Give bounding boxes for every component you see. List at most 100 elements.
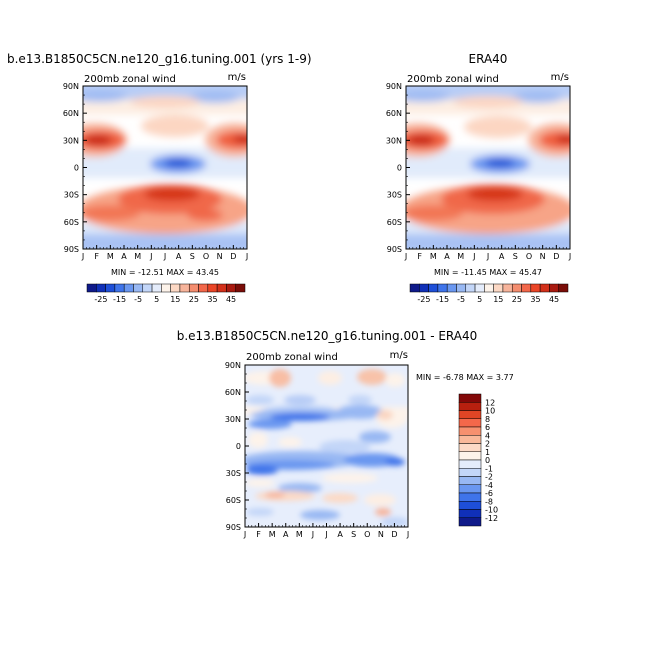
y-tick-label: 30S [64, 191, 79, 200]
colorbar-label: -15 [113, 295, 126, 304]
colorbar-swatch [96, 283, 106, 293]
x-tick-label: J [486, 252, 489, 261]
panel-diff-units: m/s [390, 350, 408, 361]
panel-diff-stats: MIN = -6.78 MAX = 3.77 [416, 373, 514, 382]
x-tick-label: J [324, 530, 327, 539]
colorbar-label: 45 [549, 295, 559, 304]
y-tick-label: 60S [64, 218, 79, 227]
panel-diff-subtitle: 200mb zonal wind [246, 352, 338, 363]
colorbar-swatch [446, 283, 457, 293]
y-tick-label: 0 [74, 164, 79, 173]
x-tick-label: D [391, 530, 397, 539]
y-tick-label: 90N [386, 82, 402, 91]
colorbar-swatch [458, 517, 482, 527]
colorbar-swatch [105, 283, 116, 293]
y-tick-label: 30S [387, 191, 402, 200]
colorbar-swatch [458, 468, 482, 477]
panel-era40-title: ERA40 [469, 52, 508, 66]
x-tick-label: N [540, 252, 546, 261]
colorbar-swatch [86, 283, 97, 293]
panel-model-subtitle: 200mb zonal wind [84, 74, 176, 85]
x-tick-label: J [149, 252, 152, 261]
x-tick-label: F [256, 530, 261, 539]
panel-model-stats: MIN = -12.51 MAX = 43.45 [111, 268, 219, 277]
colorbar-label: -1 [485, 464, 493, 473]
colorbar-swatch [188, 283, 199, 293]
colorbar-swatch [142, 283, 153, 293]
y-tick-label: 30N [63, 136, 79, 145]
x-tick-label: A [337, 530, 343, 539]
panel-era40-stats: MIN = -11.45 MAX = 45.47 [434, 268, 542, 277]
colorbar-label: -12 [485, 514, 498, 523]
x-tick-label: D [230, 252, 236, 261]
colorbar-label: -8 [485, 497, 493, 506]
x-tick-label: A [176, 252, 182, 261]
colorbar-label: -15 [436, 295, 449, 304]
colorbar-label: 4 [485, 431, 490, 440]
panel-era40-field [406, 86, 570, 249]
colorbar-swatch [437, 283, 448, 293]
x-tick-label: J [311, 530, 314, 539]
colorbar-label: -2 [485, 473, 493, 482]
colorbar-label: -5 [457, 295, 465, 304]
y-tick-label: 90N [63, 82, 79, 91]
x-tick-label: M [134, 252, 141, 261]
colorbar-swatch [539, 283, 550, 293]
colorbar-swatch [530, 283, 541, 293]
y-tick-label: 60S [226, 496, 241, 505]
colorbar-label: 25 [512, 295, 522, 304]
colorbar-swatch [458, 492, 482, 502]
x-tick-label: O [203, 252, 209, 261]
colorbar-swatch [458, 418, 482, 428]
x-tick-label: O [526, 252, 532, 261]
colorbar-swatch [419, 283, 429, 293]
colorbar-swatch [558, 283, 569, 293]
colorbar-swatch [458, 443, 482, 452]
panel-era40: ERA40 200mb zonal wind m/s [386, 52, 571, 277]
y-tick-label: 90S [64, 245, 79, 254]
colorbar-swatch [511, 283, 522, 293]
x-tick-label: M [107, 252, 114, 261]
colorbar-swatch [458, 501, 482, 510]
x-tick-label: J [406, 530, 409, 539]
colorbar-label: 0 [485, 456, 490, 465]
colorbar-era40: -25 -15 -5 5 15 25 35 45 [409, 283, 569, 304]
panel-diff-title: b.e13.B1850C5CN.ne120_g16.tuning.001 - E… [177, 329, 478, 343]
colorbar-swatch [170, 283, 181, 293]
colorbar-label: -4 [485, 481, 493, 490]
colorbar-swatch [502, 283, 513, 293]
panel-diff-field [245, 365, 408, 527]
x-tick-label: M [430, 252, 437, 261]
colorbar-swatch [216, 283, 227, 293]
colorbar-swatch [458, 451, 482, 461]
panel-diff: b.e13.B1850C5CN.ne120_g16.tuning.001 - E… [177, 329, 514, 539]
colorbar-swatch [484, 283, 494, 293]
colorbar-label: 8 [485, 415, 490, 424]
y-tick-label: 30S [226, 469, 241, 478]
colorbar-swatch [458, 509, 482, 518]
colorbar-swatch [198, 283, 209, 293]
x-tick-label: J [404, 252, 407, 261]
colorbar-label: 5 [477, 295, 482, 304]
y-tick-label: 0 [397, 164, 402, 173]
x-tick-label: J [245, 252, 248, 261]
colorbar-swatch [458, 476, 482, 485]
x-tick-label: N [217, 252, 223, 261]
panel-diff-y-ticks: 90N 60N 30N 0 30S 60S 90S [225, 361, 249, 532]
colorbar-label: -5 [134, 295, 142, 304]
x-tick-label: F [417, 252, 422, 261]
colorbar-swatch [179, 283, 190, 293]
x-tick-label: A [283, 530, 289, 539]
x-tick-label: O [364, 530, 370, 539]
colorbar-label: 35 [207, 295, 217, 304]
y-tick-label: 90S [226, 523, 241, 532]
colorbar-swatch [161, 283, 171, 293]
colorbar-swatch [409, 283, 420, 293]
colorbar-label: 2 [485, 440, 490, 449]
colorbar-swatch [151, 283, 162, 293]
